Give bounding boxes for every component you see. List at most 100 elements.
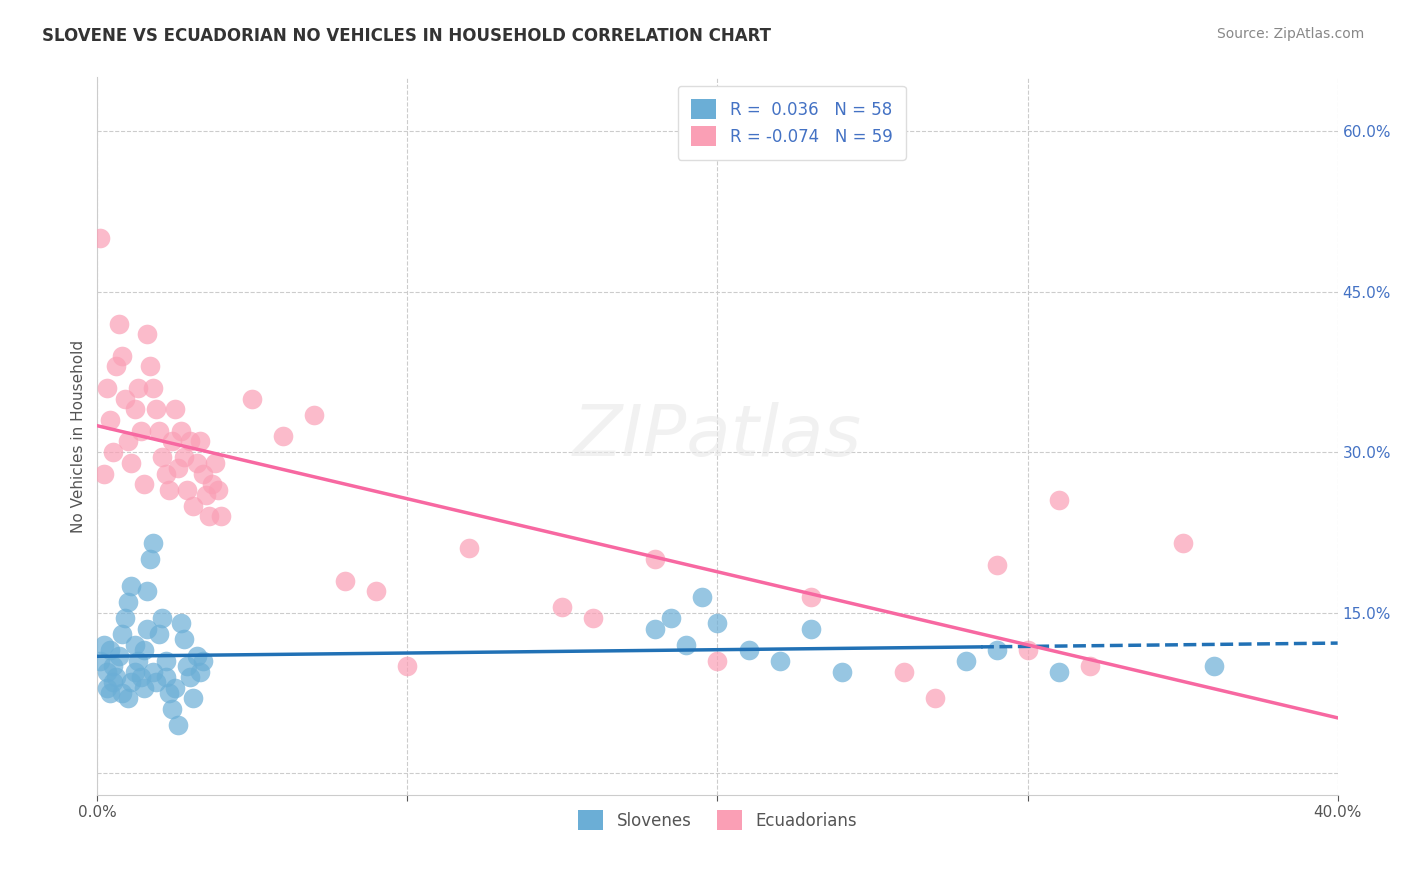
Point [209, 509, 232, 524]
Point [89, 654, 111, 668]
Point [186, 456, 208, 470]
Point [155, 670, 177, 684]
Text: Source: ZipAtlas.com: Source: ZipAtlas.com [1216, 27, 1364, 41]
Point [142, 665, 165, 679]
Point [108, 317, 131, 331]
Point [120, 456, 142, 470]
Point [104, 670, 127, 684]
Point [273, 429, 295, 443]
Point [831, 665, 853, 679]
Point [160, 702, 183, 716]
Point [179, 670, 201, 684]
Point [675, 638, 697, 652]
Point [139, 552, 162, 566]
Point [136, 584, 159, 599]
Point [1017, 643, 1039, 657]
Point [124, 665, 146, 679]
Point [737, 643, 759, 657]
Point [458, 541, 481, 556]
Point [179, 434, 201, 449]
Point [986, 558, 1008, 572]
Point [1171, 536, 1194, 550]
Point [129, 424, 152, 438]
Point [101, 659, 124, 673]
Point [170, 424, 193, 438]
Point [893, 665, 915, 679]
Point [145, 402, 167, 417]
Point [582, 611, 605, 625]
Point [799, 590, 821, 604]
Y-axis label: No Vehicles in Household: No Vehicles in Household [72, 340, 86, 533]
Point [152, 450, 174, 465]
Point [366, 584, 388, 599]
Point [98, 686, 121, 700]
Point [108, 648, 131, 663]
Point [96, 681, 118, 695]
Point [155, 654, 177, 668]
Point [955, 654, 977, 668]
Point [170, 616, 193, 631]
Point [104, 359, 127, 374]
Point [155, 467, 177, 481]
Point [117, 691, 139, 706]
Point [145, 675, 167, 690]
Point [173, 632, 195, 647]
Point [924, 691, 946, 706]
Point [120, 675, 142, 690]
Point [98, 413, 121, 427]
Point [706, 654, 728, 668]
Point [1047, 493, 1070, 508]
Point [120, 579, 142, 593]
Point [173, 450, 195, 465]
Point [551, 600, 574, 615]
Point [242, 392, 264, 406]
Point [194, 488, 217, 502]
Legend: Slovenes, Ecuadorians: Slovenes, Ecuadorians [565, 797, 870, 844]
Point [191, 654, 214, 668]
Point [335, 574, 357, 588]
Point [96, 381, 118, 395]
Point [176, 483, 198, 497]
Point [768, 654, 790, 668]
Point [139, 359, 162, 374]
Point [1202, 659, 1225, 673]
Point [644, 622, 666, 636]
Point [93, 638, 115, 652]
Point [186, 648, 208, 663]
Point [160, 434, 183, 449]
Point [986, 643, 1008, 657]
Point [129, 670, 152, 684]
Point [136, 622, 159, 636]
Point [690, 590, 713, 604]
Point [157, 686, 180, 700]
Point [157, 483, 180, 497]
Point [142, 536, 165, 550]
Point [396, 659, 419, 673]
Point [204, 456, 226, 470]
Point [96, 665, 118, 679]
Point [163, 681, 186, 695]
Point [117, 434, 139, 449]
Point [114, 611, 136, 625]
Point [142, 381, 165, 395]
Point [183, 691, 205, 706]
Point [167, 718, 190, 732]
Point [132, 681, 155, 695]
Point [176, 659, 198, 673]
Point [188, 665, 211, 679]
Point [183, 499, 205, 513]
Point [124, 402, 146, 417]
Point [167, 461, 190, 475]
Point [124, 638, 146, 652]
Point [659, 611, 682, 625]
Point [127, 654, 149, 668]
Point [152, 611, 174, 625]
Point [111, 349, 134, 363]
Point [1078, 659, 1101, 673]
Point [136, 327, 159, 342]
Point [304, 408, 326, 422]
Point [89, 231, 111, 245]
Point [201, 477, 224, 491]
Point [114, 392, 136, 406]
Point [148, 424, 170, 438]
